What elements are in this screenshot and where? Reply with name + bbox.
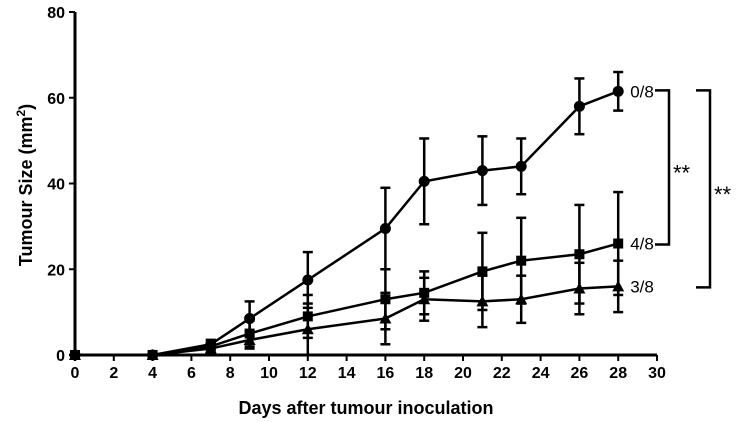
data-point-circle [418,175,430,187]
x-tick-label: 18 [415,365,433,382]
y-axis-title: Tumour Size (mm2) [14,104,36,266]
x-tick-label: 26 [571,365,589,382]
data-point-triangle [69,349,81,360]
data-point-triangle [204,342,217,354]
data-point-triangle [379,312,392,324]
significance-bracket: ** [696,89,732,289]
y-tick-label: 40 [47,177,65,194]
series-end-label: 3/8 [630,277,654,296]
data-point-triangle [146,349,159,360]
x-tick-label: 12 [299,365,317,382]
x-tick-label: 20 [454,365,472,382]
x-tick-label: 2 [109,365,118,382]
data-point-triangle [418,293,431,305]
series-end-label: 4/8 [630,235,654,254]
significance-label: ** [714,182,732,207]
data-point-triangle [515,293,528,305]
series-line [75,90,619,357]
data-point-circle [573,100,585,112]
series-end-label: 0/8 [630,82,654,101]
x-tick-label: 10 [260,365,278,382]
y-tick-label: 60 [47,91,65,108]
data-point-circle [612,85,624,97]
series-line [75,285,619,357]
x-tick-label: 22 [493,365,511,382]
data-point-square [574,249,585,260]
series-circle: 0/8 [69,70,654,361]
y-tick-label: 20 [47,262,65,279]
x-tick-label: 28 [609,365,627,382]
y-axis-title-prefix: Tumour Size (mm [16,117,36,267]
x-tick-label: 24 [532,365,550,382]
bracket-line [655,89,671,246]
x-tick-label: 8 [226,365,235,382]
series-line [75,242,619,357]
data-point-circle [302,274,314,286]
series-triangle: 3/8 [69,259,654,360]
y-tick-label: 0 [56,348,65,365]
x-tick-label: 4 [148,365,157,382]
bracket-line [696,89,712,289]
data-point-triangle [301,323,314,335]
x-tick-label: 0 [71,365,80,382]
data-point-circle [379,223,391,235]
data-point-circle [476,165,488,177]
x-tick-label: 16 [377,365,395,382]
y-axis-title-superscript: 2 [14,110,28,117]
data-point-triangle [573,282,586,294]
x-axis-title: Days after tumour inoculation [238,398,493,418]
x-tick-label: 30 [648,365,666,382]
data-point-square [516,255,527,266]
significance-label: ** [673,160,691,185]
x-tick-label: 14 [338,365,356,382]
significance-bracket: ** [655,89,691,246]
data-point-square [477,266,488,277]
data-point-triangle [476,295,489,307]
y-tick-label: 80 [47,5,65,22]
y-axis-title-suffix: ) [16,104,36,110]
series-layer: 0/8 4/8 3/8 [69,70,654,361]
data-point-circle [515,160,527,172]
data-point-triangle [243,333,256,345]
series-square: 4/8 [70,190,654,360]
data-point-triangle [612,280,625,292]
x-tick-label: 6 [187,365,196,382]
annotation-layer: ** ** [655,89,732,289]
data-point-square [613,238,624,249]
